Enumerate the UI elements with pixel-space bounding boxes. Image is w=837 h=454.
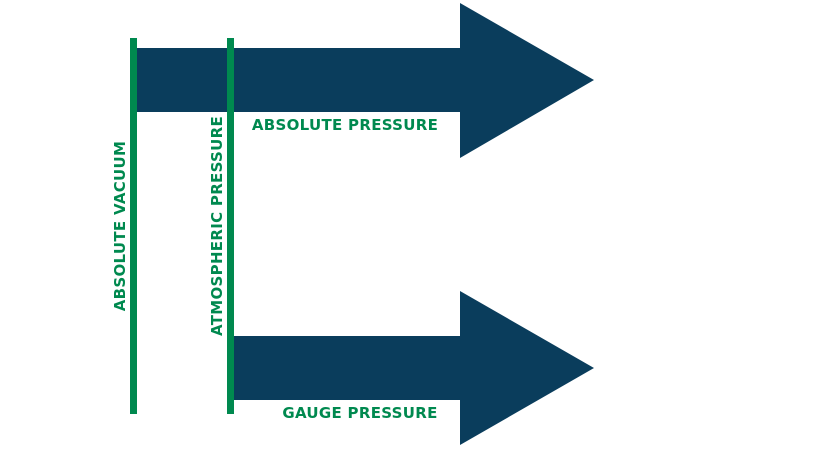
atmospheric-pressure-line	[227, 38, 234, 414]
atmospheric-pressure-label: ATMOSPHERIC PRESSURE	[208, 116, 226, 336]
absolute-pressure-arrow	[134, 3, 594, 158]
gauge-pressure-arrow	[231, 291, 594, 445]
gauge-pressure-label: GAUGE PRESSURE	[282, 404, 437, 422]
absolute-vacuum-label: ABSOLUTE VACUUM	[111, 141, 129, 312]
absolute-vacuum-line	[130, 38, 137, 414]
absolute-pressure-label: ABSOLUTE PRESSURE	[252, 116, 438, 134]
